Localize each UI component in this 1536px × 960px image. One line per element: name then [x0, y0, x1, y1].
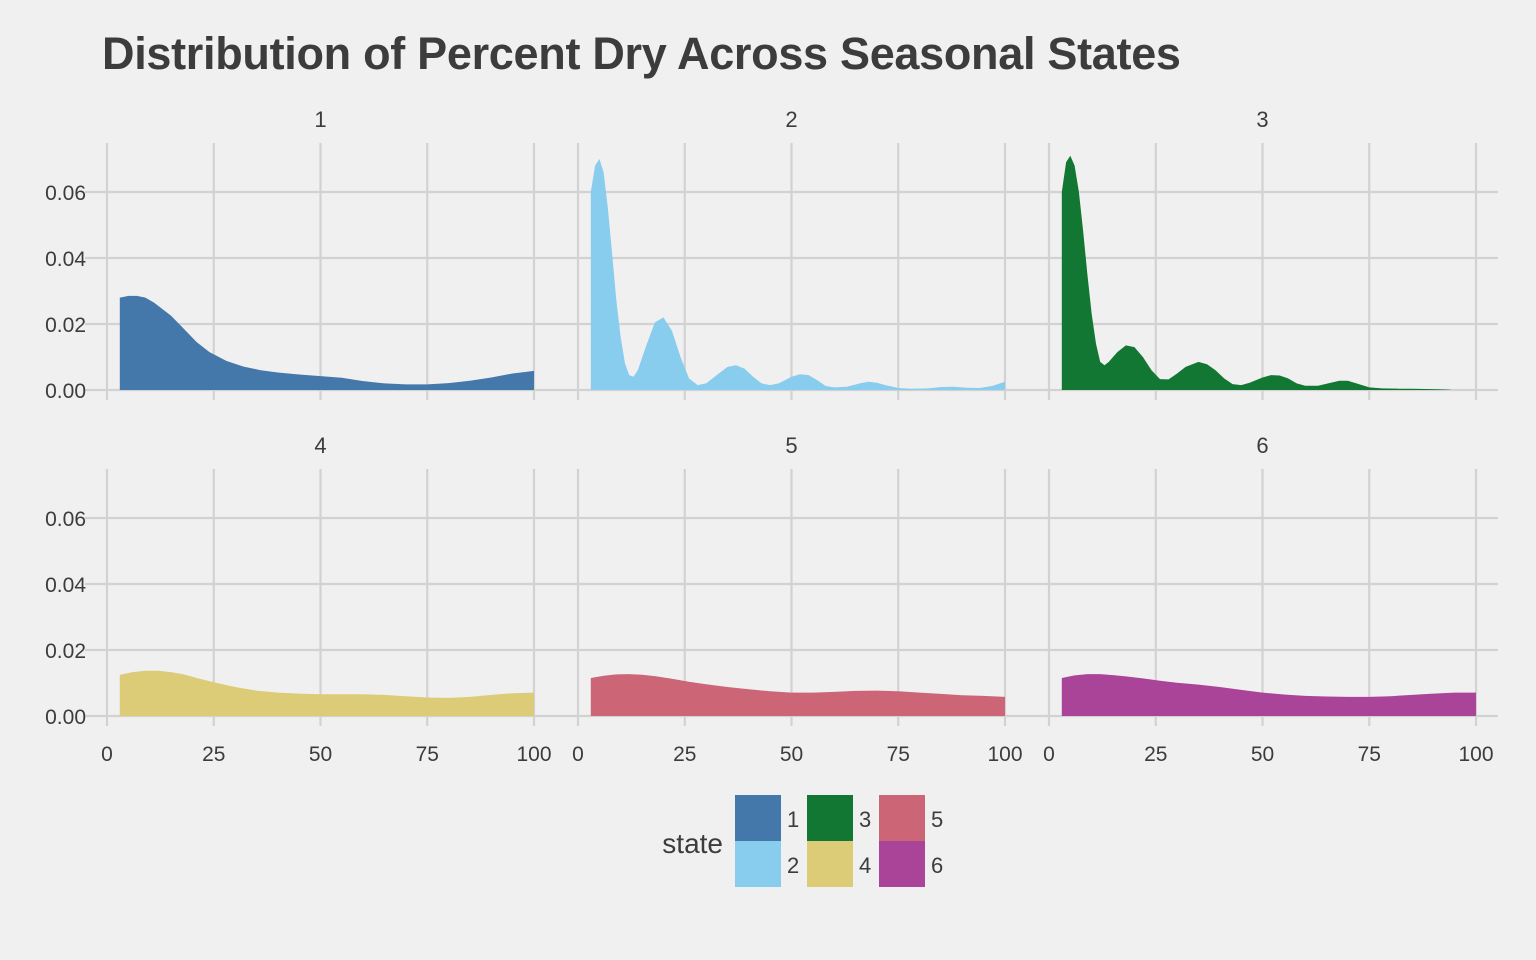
y-tick-label: 0.02: [45, 314, 86, 337]
legend-key-state-3: [807, 795, 853, 841]
x-tick-label: 0: [101, 743, 113, 766]
x-tick-label: 75: [887, 743, 910, 766]
x-tick-label: 100: [516, 743, 551, 766]
x-tick-label: 0: [1043, 743, 1055, 766]
legend-label: 5: [931, 807, 943, 832]
density-area-state-6: [1061, 674, 1476, 716]
panel-strip-label: 6: [1256, 433, 1268, 458]
legend-key-state-5: [879, 795, 925, 841]
y-tick-label: 0.04: [45, 248, 86, 271]
panel-strip-label: 4: [314, 433, 326, 458]
x-tick-label: 25: [202, 743, 225, 766]
x-tick-label: 25: [673, 743, 696, 766]
x-tick-label: 25: [1144, 743, 1167, 766]
density-area-state-1: [119, 295, 535, 390]
legend-label: 2: [787, 853, 799, 878]
y-tick-label: 0.00: [45, 380, 86, 403]
panel-strip-label: 2: [785, 107, 797, 132]
y-tick-label: 0.00: [45, 706, 86, 729]
x-tick-label: 100: [1458, 743, 1493, 766]
panel-strip-label: 3: [1256, 107, 1268, 132]
density-area-state-2: [590, 159, 1005, 390]
chart-title: Distribution of Percent Dry Across Seaso…: [102, 28, 1181, 79]
x-tick-label: 0: [572, 743, 584, 766]
density-area-state-3: [1061, 155, 1451, 390]
x-tick-label: 50: [1251, 743, 1274, 766]
legend-title: state: [662, 828, 723, 859]
legend-key-state-2: [735, 841, 781, 887]
x-tick-label: 50: [780, 743, 803, 766]
y-tick-label: 0.02: [45, 640, 86, 663]
y-tick-label: 0.06: [45, 508, 86, 531]
y-tick-label: 0.06: [45, 182, 86, 205]
legend-key-state-6: [879, 841, 925, 887]
panel-strip-label: 1: [314, 107, 326, 132]
legend-label: 3: [859, 807, 871, 832]
legend-label: 4: [859, 853, 871, 878]
legend-label: 6: [931, 853, 943, 878]
x-tick-label: 100: [987, 743, 1022, 766]
x-tick-label: 75: [416, 743, 439, 766]
density-area-state-4: [119, 670, 535, 716]
legend-key-state-1: [735, 795, 781, 841]
x-tick-label: 75: [1358, 743, 1381, 766]
x-tick-label: 50: [309, 743, 332, 766]
y-tick-label: 0.04: [45, 574, 86, 597]
legend-key-state-4: [807, 841, 853, 887]
panel-strip-label: 5: [785, 433, 797, 458]
density-area-state-5: [590, 674, 1005, 716]
legend-label: 1: [787, 807, 799, 832]
